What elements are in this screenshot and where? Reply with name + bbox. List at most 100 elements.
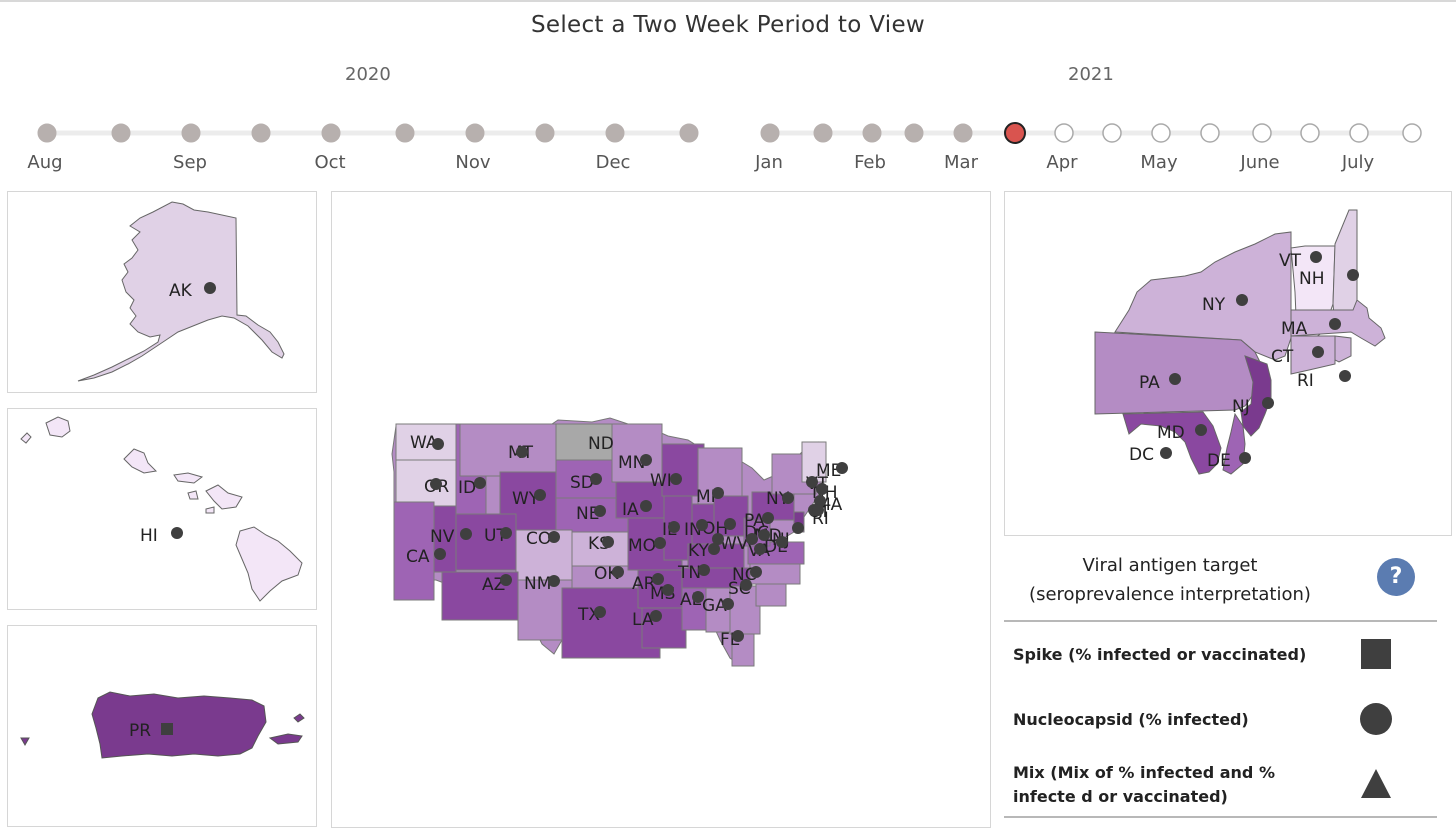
month-label-nov[interactable]: Nov: [455, 152, 490, 173]
marker-la[interactable]: [650, 610, 662, 622]
period-dot-6[interactable]: [395, 123, 415, 143]
marker-ca[interactable]: [434, 548, 446, 560]
period-dot-14[interactable]: [904, 123, 924, 143]
marker-nc[interactable]: [750, 566, 762, 578]
marker-wy[interactable]: [534, 489, 546, 501]
period-dot-15[interactable]: [953, 123, 973, 143]
state-wi[interactable]: [661, 443, 705, 497]
marker-sd[interactable]: [590, 473, 602, 485]
ne-state-nj[interactable]: [1240, 355, 1272, 437]
question-icon[interactable]: ?: [1377, 558, 1415, 596]
marker-ok[interactable]: [612, 566, 624, 578]
marker-ga[interactable]: [722, 598, 734, 610]
ne-marker-vt[interactable]: [1310, 251, 1322, 263]
month-label-mar[interactable]: Mar: [944, 152, 979, 173]
month-label-oct[interactable]: Oct: [314, 152, 345, 173]
ne-marker-ri[interactable]: [1339, 370, 1351, 382]
marker-co[interactable]: [548, 531, 560, 543]
marker-or[interactable]: [430, 478, 442, 490]
marker-vt[interactable]: [806, 476, 818, 488]
period-dot-21[interactable]: [1252, 123, 1272, 143]
period-dot-24[interactable]: [1402, 123, 1422, 143]
marker-wa[interactable]: [432, 438, 444, 450]
month-label-dec[interactable]: Dec: [596, 152, 631, 173]
marker-ar[interactable]: [652, 573, 664, 585]
period-dot-9[interactable]: [605, 123, 625, 143]
month-label-may[interactable]: May: [1140, 152, 1178, 173]
period-dot-13[interactable]: [862, 123, 882, 143]
period-dot-12[interactable]: [813, 123, 833, 143]
marker-hi[interactable]: [171, 527, 183, 539]
marker-mi[interactable]: [712, 487, 724, 499]
marker-tx[interactable]: [594, 606, 606, 618]
month-label-apr[interactable]: Apr: [1046, 152, 1078, 173]
period-dot-3[interactable]: [181, 123, 201, 143]
marker-ne[interactable]: [594, 505, 606, 517]
marker-nh[interactable]: [816, 483, 828, 495]
marker-mo[interactable]: [654, 537, 666, 549]
period-dot-22[interactable]: [1300, 123, 1320, 143]
state-pr[interactable]: [91, 691, 267, 759]
state-ut[interactable]: [455, 513, 517, 571]
marker-ri[interactable]: [812, 504, 824, 516]
marker-al[interactable]: [692, 591, 704, 603]
marker-in[interactable]: [696, 519, 708, 531]
state-oh[interactable]: [713, 495, 749, 537]
marker-ak[interactable]: [204, 282, 216, 294]
ne-marker-nh[interactable]: [1347, 269, 1359, 281]
marker-nv[interactable]: [460, 528, 472, 540]
month-label-jan[interactable]: Jan: [754, 152, 783, 173]
marker-sc[interactable]: [740, 579, 752, 591]
period-dot-10[interactable]: [679, 123, 699, 143]
marker-ma[interactable]: [814, 495, 826, 507]
marker-va[interactable]: [754, 543, 766, 555]
ne-marker-md[interactable]: [1195, 424, 1207, 436]
marker-pr[interactable]: [161, 723, 173, 735]
month-label-sep[interactable]: Sep: [173, 152, 207, 173]
marker-de[interactable]: [776, 536, 788, 548]
period-timeline-slider[interactable]: Aug Sep Oct Nov Dec Jan Feb Mar Apr May June July: [0, 110, 1456, 185]
marker-ut[interactable]: [500, 527, 512, 539]
state-mn[interactable]: [611, 423, 663, 483]
ne-marker-ny[interactable]: [1236, 294, 1248, 306]
state-ca[interactable]: [393, 501, 435, 601]
marker-id[interactable]: [474, 477, 486, 489]
marker-dc[interactable]: [746, 533, 758, 545]
marker-pa[interactable]: [762, 512, 774, 524]
marker-ky[interactable]: [708, 543, 720, 555]
state-ky[interactable]: [687, 543, 745, 569]
period-dot-5[interactable]: [321, 123, 341, 143]
month-label-aug[interactable]: Aug: [27, 152, 62, 173]
ne-marker-ct[interactable]: [1312, 346, 1324, 358]
ne-marker-dc[interactable]: [1160, 447, 1172, 459]
period-dot-17[interactable]: [1054, 123, 1074, 143]
marker-wv[interactable]: [712, 533, 724, 545]
marker-mn[interactable]: [640, 454, 652, 466]
marker-ia[interactable]: [640, 500, 652, 512]
marker-mt[interactable]: [516, 446, 528, 458]
ne-state-ny[interactable]: [1114, 231, 1292, 361]
period-dot-19[interactable]: [1151, 123, 1171, 143]
marker-me[interactable]: [836, 462, 848, 474]
state-nd[interactable]: [555, 423, 613, 461]
marker-az[interactable]: [500, 574, 512, 586]
state-mt[interactable]: [459, 423, 557, 477]
marker-ks[interactable]: [602, 536, 614, 548]
month-label-june[interactable]: June: [1239, 152, 1279, 173]
period-dot-16[interactable]: [1004, 122, 1026, 144]
marker-il[interactable]: [668, 521, 680, 533]
period-dot-18[interactable]: [1102, 123, 1122, 143]
marker-ms[interactable]: [662, 584, 674, 596]
period-dot-4[interactable]: [251, 123, 271, 143]
state-ak[interactable]: [77, 201, 285, 382]
marker-fl[interactable]: [732, 630, 744, 642]
period-dot-8[interactable]: [535, 123, 555, 143]
ne-marker-pa[interactable]: [1169, 373, 1181, 385]
period-dot-2[interactable]: [111, 123, 131, 143]
state-sd[interactable]: [555, 459, 617, 499]
marker-md[interactable]: [758, 529, 770, 541]
period-dot-7[interactable]: [465, 123, 485, 143]
marker-nj[interactable]: [792, 522, 804, 534]
marker-tn[interactable]: [698, 564, 710, 576]
period-dot-11[interactable]: [760, 123, 780, 143]
